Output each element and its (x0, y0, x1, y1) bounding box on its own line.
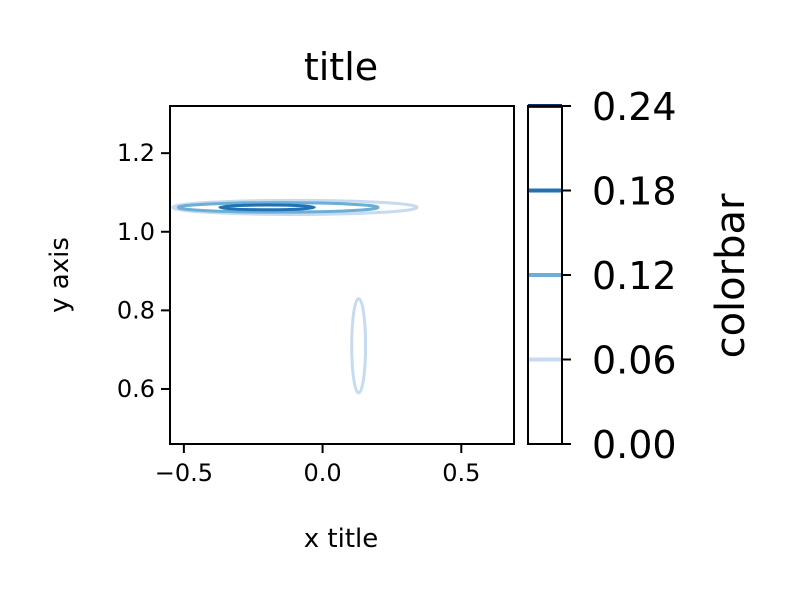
colorbar-tick-label: 0.12 (592, 254, 677, 298)
colorbar-label: colorbar (708, 193, 754, 358)
colorbar-tick-label: 0.24 (592, 85, 677, 129)
contour-level-0-blob-0 (171, 198, 419, 216)
x-tick-label: 0.0 (303, 459, 341, 487)
x-tick-label: 0.5 (442, 459, 480, 487)
plot-area (171, 198, 419, 395)
contour-level-1-blob-0 (176, 201, 380, 214)
y-tick-label: 1.0 (117, 218, 155, 246)
chart-title: title (304, 45, 378, 89)
y-tick-label: 0.8 (117, 296, 155, 324)
plot-frame (169, 105, 515, 445)
x-axis-label: x title (304, 524, 378, 554)
y-tick-label: 0.6 (117, 375, 155, 403)
y-tick-label: 1.2 (117, 139, 155, 167)
x-tick-label: −0.5 (155, 459, 213, 487)
colorbar-tick-label: 0.06 (592, 339, 677, 383)
colorbar: 0.00 0.06 0.12 0.18 0.24 (528, 85, 677, 467)
x-axis: −0.5 0.0 0.5 (155, 444, 480, 487)
y-axis-label: y axis (45, 237, 75, 313)
colorbar-frame (527, 105, 563, 445)
contour-level-0-blob-1 (350, 297, 368, 395)
colorbar-tick-label: 0.00 (592, 423, 677, 467)
contour-level-2-blob-0 (218, 203, 316, 212)
y-axis: 0.6 0.8 1.0 1.2 (117, 139, 170, 403)
colorbar-tick-label: 0.18 (592, 170, 677, 214)
